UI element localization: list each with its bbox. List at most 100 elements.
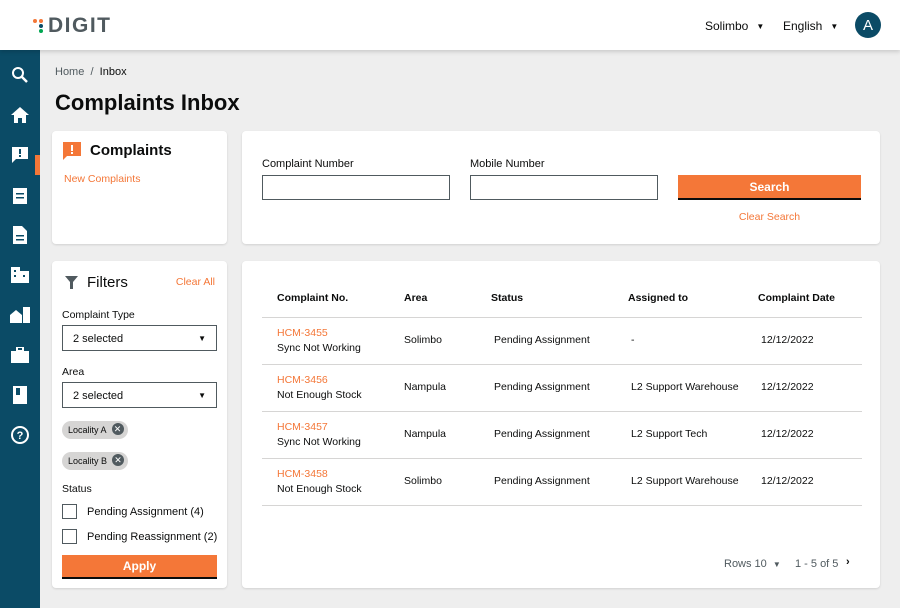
complaint-type: Not Enough Stock xyxy=(277,388,362,401)
area-cell: Nampula xyxy=(389,411,476,459)
svg-text:?: ? xyxy=(17,430,24,442)
filter-icon xyxy=(65,276,78,289)
table-row[interactable]: HCM-3457 Sync Not Working Nampula Pending… xyxy=(262,411,862,459)
active-indicator xyxy=(35,155,40,175)
area-select[interactable]: 2 selected ▼ xyxy=(62,382,217,408)
search-icon[interactable] xyxy=(10,65,30,85)
help-icon[interactable]: ? xyxy=(10,425,30,445)
checkbox[interactable] xyxy=(62,504,77,519)
search-card: Complaint Number Mobile Number Search Cl… xyxy=(242,131,880,244)
document-icon[interactable] xyxy=(10,225,30,245)
language-select[interactable]: English ▼ xyxy=(783,19,838,33)
complaint-type-value: 2 selected xyxy=(73,333,124,345)
caret-down-icon: ▼ xyxy=(756,21,765,31)
complaint-cell: HCM-3456 Not Enough Stock xyxy=(262,364,389,412)
status-cell: Pending Assignment xyxy=(476,458,613,506)
complaint-id-link[interactable]: HCM-3457 xyxy=(277,420,328,433)
complaint-icon[interactable] xyxy=(10,145,30,165)
rows-label: Rows 10 xyxy=(724,558,767,570)
pagination-range: 1 - 5 of 5 xyxy=(795,558,839,570)
breadcrumb-home[interactable]: Home xyxy=(55,66,85,78)
search-button[interactable]: Search xyxy=(678,175,861,200)
close-icon[interactable]: ✕ xyxy=(112,454,125,466)
filters-title: Filters xyxy=(87,274,128,291)
header-status: Status xyxy=(476,279,613,318)
language-label: English xyxy=(783,19,823,33)
clear-all-link[interactable]: Clear All xyxy=(175,276,215,288)
sidebar: ? xyxy=(0,50,40,608)
status-cell: Pending Assignment xyxy=(476,364,613,412)
checkbox-label: Pending Reassignment (2) xyxy=(87,530,218,543)
complaint-id-link[interactable]: HCM-3458 xyxy=(277,467,328,480)
logo-text: DIGIT xyxy=(48,14,112,37)
complaint-id-link[interactable]: HCM-3456 xyxy=(277,373,328,386)
page-title: Complaints Inbox xyxy=(55,90,240,115)
table-row[interactable]: HCM-3456 Not Enough Stock Nampula Pending… xyxy=(262,364,862,412)
filters-card: Filters Clear All Complaint Type 2 selec… xyxy=(52,261,227,588)
header-complaint-date: Complaint Date xyxy=(743,279,862,318)
breadcrumb: Home / Inbox xyxy=(55,66,127,78)
assigned-cell: L2 Support Warehouse xyxy=(613,364,743,412)
next-page-icon[interactable]: › xyxy=(846,556,850,568)
caret-down-icon: ▼ xyxy=(772,560,781,569)
header-complaint-no: Complaint No. xyxy=(262,279,389,318)
area-label: Area xyxy=(62,366,85,378)
checkbox-label: Pending Assignment (4) xyxy=(87,505,204,518)
status-cell: Pending Assignment xyxy=(476,317,613,365)
breadcrumb-current: Inbox xyxy=(99,66,127,78)
table-row[interactable]: HCM-3458 Not Enough Stock Solimbo Pending… xyxy=(262,458,862,506)
chip-label: Locality B xyxy=(68,456,108,466)
assigned-cell: L2 Support Tech xyxy=(613,411,743,459)
close-icon[interactable]: ✕ xyxy=(111,423,124,435)
area-value: 2 selected xyxy=(73,390,124,402)
avatar[interactable]: A xyxy=(855,12,881,38)
complaint-type-select[interactable]: 2 selected ▼ xyxy=(62,325,217,351)
rows-per-page-select[interactable]: Rows 10 ▼ xyxy=(724,558,781,570)
header-area: Area xyxy=(389,279,476,318)
locality-chip: Locality A ✕ xyxy=(62,421,128,439)
book-icon[interactable] xyxy=(10,385,30,405)
complaint-id-link[interactable]: HCM-3455 xyxy=(277,326,328,339)
date-cell: 12/12/2022 xyxy=(743,411,862,459)
assigned-cell: - xyxy=(613,317,743,365)
breadcrumb-separator: / xyxy=(90,66,94,78)
area-cell: Nampula xyxy=(389,364,476,412)
assigned-cell: L2 Support Warehouse xyxy=(613,458,743,506)
caret-down-icon: ▼ xyxy=(830,21,839,31)
checkbox[interactable] xyxy=(62,529,77,544)
complaint-number-input[interactable] xyxy=(262,175,450,200)
apply-button[interactable]: Apply xyxy=(62,555,217,579)
table-row[interactable]: HCM-3455 Sync Not Working Solimbo Pending… xyxy=(262,317,862,365)
complaints-card: Complaints New Complaints xyxy=(52,131,227,244)
table-header-row: Complaint No. Area Status Assigned to Co… xyxy=(262,279,862,318)
area-cell: Solimbo xyxy=(389,317,476,365)
complaints-title: Complaints xyxy=(90,142,172,159)
caret-down-icon: ▼ xyxy=(198,391,206,400)
status-cell: Pending Assignment xyxy=(476,411,613,459)
complaint-type-label: Complaint Type xyxy=(62,309,135,321)
date-cell: 12/12/2022 xyxy=(743,364,862,412)
complaint-type: Sync Not Working xyxy=(277,435,361,448)
new-complaints-link[interactable]: New Complaints xyxy=(64,173,141,185)
city-icon[interactable] xyxy=(10,305,30,325)
chip-label: Locality A xyxy=(68,425,107,435)
caret-down-icon: ▼ xyxy=(198,334,206,343)
date-cell: 12/12/2022 xyxy=(743,317,862,365)
clipboard-icon[interactable] xyxy=(10,185,30,205)
status-checkbox-pending-reassignment[interactable]: Pending Reassignment (2) xyxy=(62,529,217,544)
tenant-select[interactable]: Solimbo ▼ xyxy=(705,19,764,33)
briefcase-icon[interactable] xyxy=(10,345,30,365)
building-icon[interactable] xyxy=(10,265,30,285)
locality-chip: Locality B ✕ xyxy=(62,452,129,470)
area-cell: Solimbo xyxy=(389,458,476,506)
complaint-type: Sync Not Working xyxy=(277,341,361,354)
home-icon[interactable] xyxy=(10,105,30,125)
status-checkbox-pending-assignment[interactable]: Pending Assignment (4) xyxy=(62,504,204,519)
mobile-number-input[interactable] xyxy=(470,175,658,200)
complaint-type: Not Enough Stock xyxy=(277,482,362,495)
clear-search-link[interactable]: Clear Search xyxy=(738,211,801,223)
complaint-number-label: Complaint Number xyxy=(262,158,354,170)
tenant-label: Solimbo xyxy=(705,19,749,33)
mobile-number-label: Mobile Number xyxy=(470,158,545,170)
header-assigned-to: Assigned to xyxy=(613,279,743,318)
